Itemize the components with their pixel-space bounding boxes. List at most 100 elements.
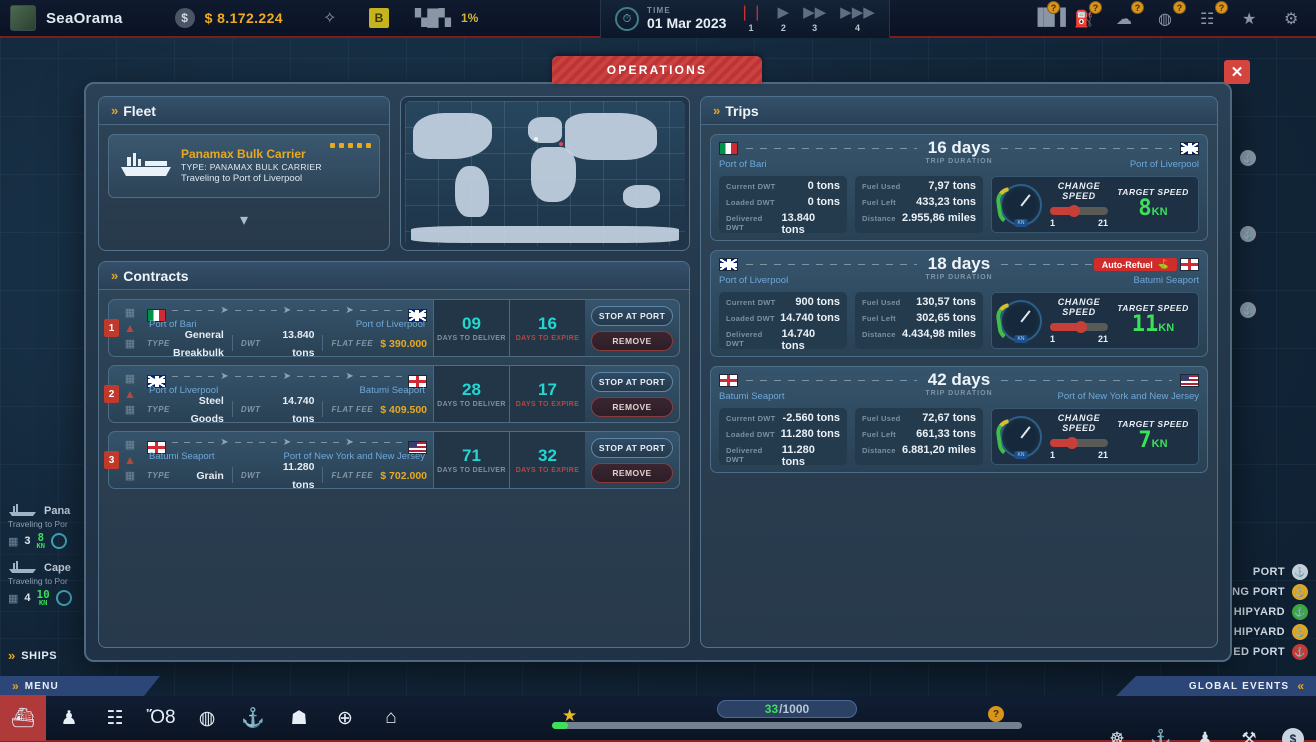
fuel-used-label: Fuel Used [862, 414, 901, 423]
flat-fee-value: $ 390.000 [380, 338, 428, 350]
days-to-deliver-stat: 09 DAYS TO DELIVER [433, 300, 509, 356]
speed-slider[interactable] [1050, 321, 1108, 333]
trip-duration-value: 42 days [927, 370, 991, 389]
play-1x-button[interactable]: ▶ 2 [778, 5, 790, 33]
finance-nav-icon[interactable]: Ὄ8 [146, 707, 176, 728]
trip-duration-value: 16 days [927, 138, 991, 157]
map-pin-icon[interactable]: ⚓ [1240, 302, 1256, 318]
speed-slider[interactable] [1050, 205, 1108, 217]
play-3x-button[interactable]: ▶▶▶ 4 [840, 5, 875, 33]
stop-at-port-button[interactable]: STOP AT PORT [591, 437, 673, 458]
events-icon[interactable]: ☸ 1 [1109, 729, 1125, 742]
origin-port-name: Port of Liverpool [719, 275, 789, 286]
crew-nav-icon[interactable]: ♟ [60, 707, 78, 729]
current-dwt-value: 900 tons [795, 296, 840, 308]
fleet-title: Fleet [123, 102, 156, 119]
trip-card[interactable]: 16 days TRIP DURATION Port of Bari Port … [710, 134, 1208, 241]
destination-port-name: Batumi Seaport [359, 385, 425, 396]
map-pin-icon[interactable]: ⚓ [1240, 150, 1256, 166]
money-icon[interactable]: $ 1 [1280, 726, 1306, 742]
cargo-icon-badge: ? [1131, 1, 1144, 14]
achievements-icon[interactable]: ★ [1242, 11, 1257, 28]
flat-fee-label: FLAT FEE [331, 470, 374, 480]
distance-value: 6.881,20 miles [901, 444, 976, 456]
knots-unit: KN [1158, 322, 1175, 335]
destination-flag-icon [407, 308, 427, 322]
stop-at-port-button[interactable]: STOP AT PORT [591, 371, 673, 392]
settings-gear-icon[interactable]: ⚙ [1284, 11, 1299, 28]
contract-row[interactable]: 3 ▦ ▲ ▦ ➤ ➤ ➤ Batumi Seaport Port of New… [104, 431, 680, 491]
contract-row[interactable]: 2 ▦ ▲ ▦ ➤ ➤ ➤ Port of Liverpool Batumi S… [104, 365, 680, 425]
anchor-icon[interactable]: ⚓ [1150, 729, 1172, 742]
market-icon-badge: ? [1047, 1, 1060, 14]
bar-chart-icon[interactable]: ▚█▚ [414, 10, 451, 27]
play-2x-button[interactable]: ▶▶ 3 [803, 5, 826, 33]
tool-icon[interactable]: ⚒ [1241, 729, 1257, 742]
cargo-type-value: Grain [196, 470, 224, 482]
globe-icon-badge: ? [1173, 1, 1186, 14]
global-events-button[interactable]: GLOBAL EVENTS « [1116, 676, 1316, 696]
company-nav-icon[interactable]: ☗ [290, 707, 308, 729]
play-2x-button-number: 3 [812, 23, 818, 33]
legend-dot-icon: ⚓ [1292, 624, 1308, 640]
speed-slider-handle[interactable] [1066, 437, 1079, 449]
speed-gauge-icon: KN [994, 183, 1042, 227]
legend-label: NG PORT [1232, 586, 1285, 598]
cargo-stats: Current DWT 900 tons Loaded DWT 14.740 ton… [719, 292, 847, 352]
legend-label: PORT [1252, 566, 1285, 578]
help-icon[interactable]: ? [988, 706, 1004, 722]
loaded-dwt-label: Loaded DWT [726, 430, 775, 439]
close-icon[interactable]: ✕ [1224, 60, 1250, 84]
speed-slider-handle[interactable] [1068, 205, 1081, 217]
menu-button[interactable]: » MENU [0, 676, 160, 696]
warning-icon: ▲ [124, 321, 136, 335]
map-pin-icon[interactable]: ⚓ [1240, 226, 1256, 242]
trip-card[interactable]: 18 days TRIP DURATION Port of Liverpool … [710, 250, 1208, 357]
globe-icon[interactable]: ◍ ? [1158, 1, 1186, 29]
remove-contract-button[interactable]: REMOVE [591, 462, 673, 483]
fleet-nav-icon[interactable]: ⛴ [0, 695, 46, 741]
people-icon[interactable]: ♟ [1197, 729, 1213, 742]
speed-min-label: 1 [1050, 218, 1056, 228]
origin-flag-icon [147, 440, 166, 454]
pause-button-glyph: ❘❘ [738, 4, 764, 21]
leaf-icon[interactable]: ✧ [322, 10, 337, 27]
auto-refuel-badge[interactable]: Auto-Refuel ⛳ [1093, 258, 1177, 271]
stop-at-port-button[interactable]: STOP AT PORT [591, 305, 673, 326]
fleet-ship-card[interactable]: Panamax Bulk Carrier TYPE: PANAMAX BULK … [108, 134, 380, 198]
remove-contract-button[interactable]: REMOVE [591, 396, 673, 417]
change-speed-label: CHANGE SPEED [1057, 413, 1101, 433]
side-ship-item[interactable]: Cape Traveling to Por ▦ 4 10 KN [0, 555, 96, 612]
ship-type: TYPE: PANAMAX BULK CARRIER [181, 162, 322, 173]
buildings-icon[interactable]: ☷ ? [1200, 1, 1228, 29]
bond-icon[interactable]: B [368, 8, 389, 28]
speed-slider[interactable] [1050, 437, 1108, 449]
contracts-nav-icon[interactable]: ☷ [106, 707, 124, 729]
world-map[interactable] [405, 101, 685, 246]
legend-row: HIPYARD ⚓ [1232, 602, 1308, 622]
fuel-left-label: Fuel Left [862, 314, 896, 323]
market-icon[interactable]: ▐█▐ ? [1032, 1, 1067, 26]
ships-footer[interactable]: » SHIPS [0, 640, 65, 671]
xp-total: /1000 [779, 702, 810, 716]
world-map-panel[interactable] [400, 96, 690, 251]
fuel-left-value: 661,33 tons [916, 428, 976, 440]
side-ship-item[interactable]: Pana Traveling to Por ▦ 3 8 KN [0, 498, 96, 555]
shipyard-nav-icon[interactable]: ⚓ [241, 708, 265, 729]
flat-fee-label: FLAT FEE [331, 338, 374, 348]
pause-button[interactable]: ❘❘ 1 [738, 5, 763, 33]
fuel-icon[interactable]: ⛽ ? [1074, 1, 1102, 29]
remove-contract-button[interactable]: REMOVE [591, 330, 673, 351]
trip-card[interactable]: 42 days TRIP DURATION Batumi Seaport Por… [710, 366, 1208, 473]
market-nav-icon[interactable]: ◍ [198, 707, 216, 729]
speed-slider-handle[interactable] [1075, 321, 1088, 333]
fuel-stats: Fuel Used 72,67 tons Fuel Left 661,33 tons… [855, 408, 983, 465]
world-nav-icon[interactable]: ⊕ [337, 707, 353, 729]
contract-row[interactable]: 1 ▦ ▲ ▦ ➤ ➤ ➤ Port of Bari Port of Liver… [104, 299, 680, 359]
game-title: SeaOrama [46, 9, 123, 27]
bank-nav-icon[interactable]: ⌂ [385, 707, 397, 728]
contract-route: ➤ ➤ ➤ Port of Bari Port of Liverpool [147, 304, 427, 330]
cargo-icon[interactable]: ☁ ? [1116, 1, 1144, 29]
company-avatar[interactable] [10, 5, 36, 31]
chevron-down-icon[interactable]: ▾ [239, 212, 249, 229]
